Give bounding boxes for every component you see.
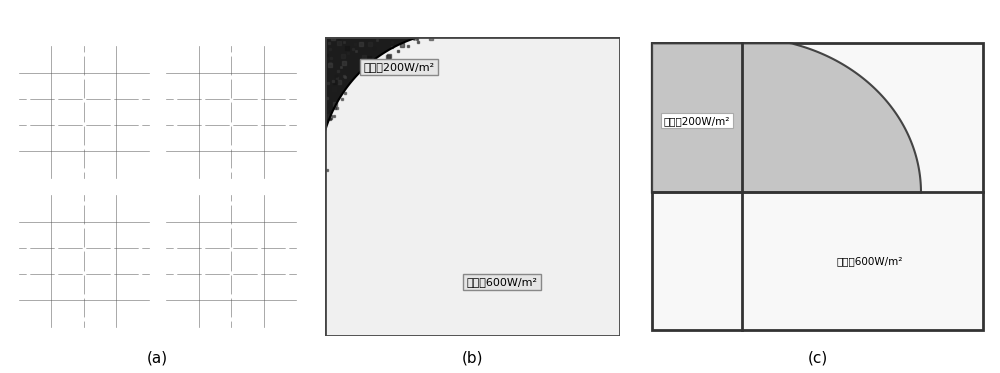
Text: (c): (c)	[807, 351, 828, 366]
Bar	[166, 46, 296, 178]
Text: 辐照度600W/m²: 辐照度600W/m²	[466, 277, 538, 287]
Bar	[19, 195, 149, 327]
Polygon shape	[652, 43, 921, 192]
Text: 辐照度200W/m²: 辐照度200W/m²	[664, 116, 730, 126]
Bar	[166, 195, 296, 327]
Text: 辐照度200W/m²: 辐照度200W/m²	[363, 62, 434, 72]
Polygon shape	[319, 31, 458, 172]
Bar	[19, 46, 149, 178]
Text: (b): (b)	[462, 351, 483, 366]
Text: 辐照度600W/m²: 辐照度600W/m²	[836, 256, 902, 266]
Text: (a): (a)	[147, 351, 168, 366]
